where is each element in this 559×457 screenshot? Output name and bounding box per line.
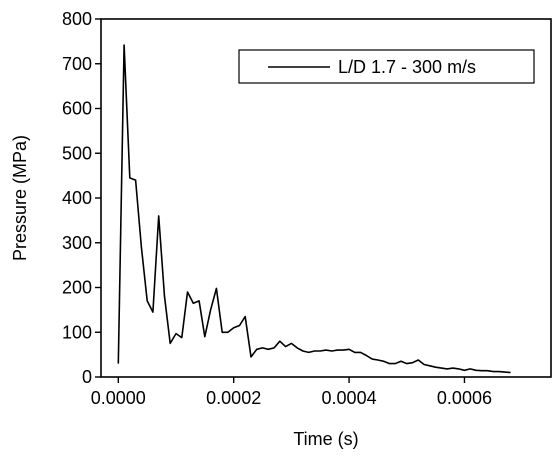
legend: L/D 1.7 - 300 m/s [238, 49, 535, 84]
y-tick-label: 300 [62, 233, 92, 253]
x-axis-label: Time (s) [293, 429, 358, 449]
y-tick-label: 100 [62, 322, 92, 342]
plot-frame [100, 18, 552, 378]
y-axis-ticks: 0 100 200 300 400 500 600 700 800 [62, 9, 101, 387]
x-axis-ticks: 0.0000 0.0002 0.0004 0.0006 [91, 377, 492, 408]
x-tick-label: 0.0006 [437, 388, 492, 408]
series-line [117, 44, 511, 374]
y-tick-label: 0 [82, 367, 92, 387]
y-tick-label: 400 [62, 188, 92, 208]
y-tick-label: 500 [62, 143, 92, 163]
y-tick-label: 600 [62, 99, 92, 119]
y-tick-label: 200 [62, 278, 92, 298]
x-tick-label: 0.0000 [91, 388, 146, 408]
x-tick-label: 0.0004 [322, 388, 377, 408]
x-tick-label: 0.0002 [206, 388, 261, 408]
y-tick-label: 700 [62, 54, 92, 74]
legend-label: L/D 1.7 - 300 m/s [338, 57, 476, 77]
y-axis-label: Pressure (MPa) [10, 135, 30, 261]
y-tick-label: 800 [62, 9, 92, 29]
